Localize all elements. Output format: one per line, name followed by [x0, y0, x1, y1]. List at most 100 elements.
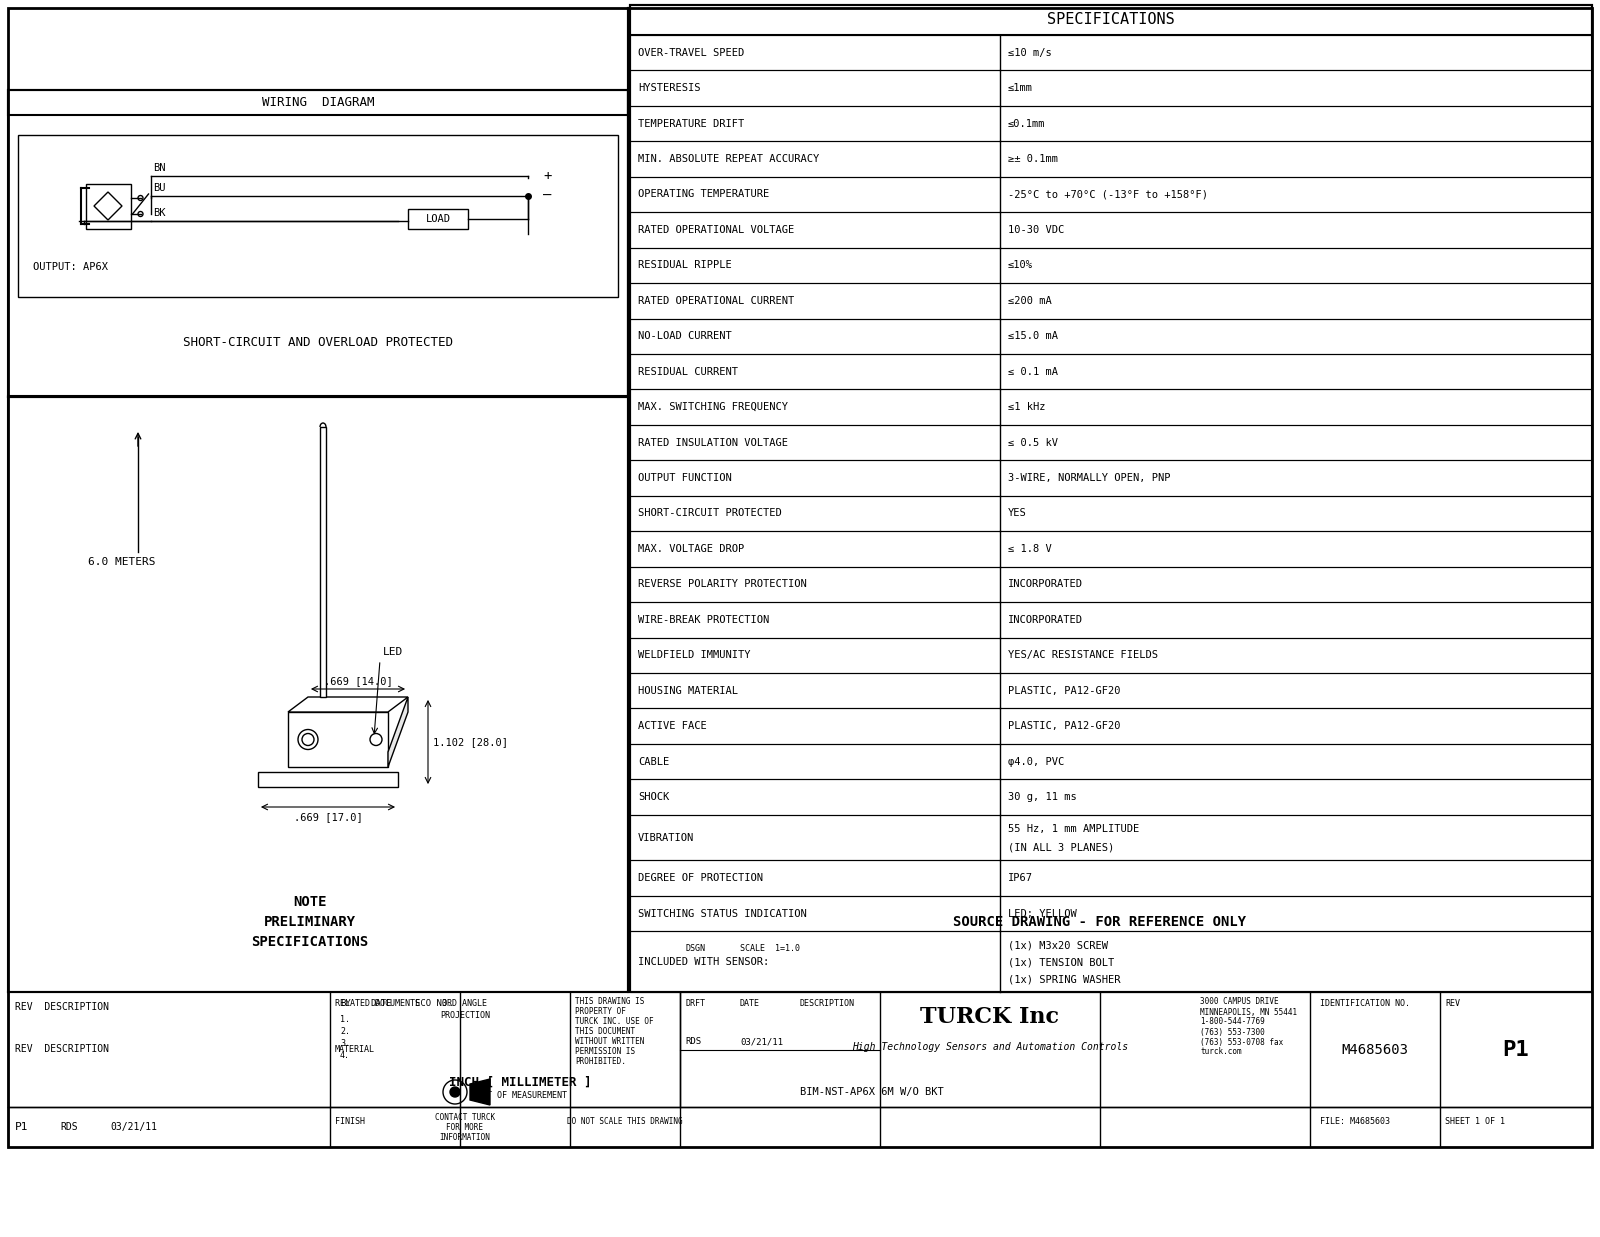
Text: DSGN: DSGN [685, 944, 706, 952]
Text: CABLE: CABLE [638, 757, 669, 767]
Text: YES/AC RESISTANCE FIELDS: YES/AC RESISTANCE FIELDS [1008, 651, 1158, 661]
Text: DEGREE OF PROTECTION: DEGREE OF PROTECTION [638, 873, 763, 883]
Text: High Technology Sensors and Automation Controls: High Technology Sensors and Automation C… [851, 1042, 1128, 1051]
Text: WITHOUT WRITTEN: WITHOUT WRITTEN [574, 1038, 645, 1047]
Text: SHORT-CIRCUIT PROTECTED: SHORT-CIRCUIT PROTECTED [638, 508, 782, 518]
Text: PLASTIC, PA12-GF20: PLASTIC, PA12-GF20 [1008, 685, 1120, 695]
Polygon shape [470, 1079, 490, 1105]
Text: CONTACT TURCK: CONTACT TURCK [435, 1112, 494, 1122]
Text: LOAD: LOAD [426, 214, 451, 224]
Text: 6.0 METERS: 6.0 METERS [88, 557, 155, 567]
Bar [630, 567, 1592, 602]
Text: turck.com: turck.com [1200, 1048, 1242, 1056]
Bar [320, 427, 326, 696]
Bar [630, 815, 1592, 861]
Circle shape [370, 734, 382, 746]
Text: 4.: 4. [339, 1051, 350, 1060]
Text: (763) 553-7300: (763) 553-7300 [1200, 1028, 1264, 1037]
Text: 1.: 1. [339, 1016, 350, 1024]
Text: 03/21/11: 03/21/11 [739, 1038, 782, 1047]
Text: MATERIAL: MATERIAL [334, 1045, 374, 1054]
Bar [630, 106, 1592, 141]
Text: .669 [17.0]: .669 [17.0] [294, 811, 362, 823]
Text: PROHIBITED.: PROHIBITED. [574, 1058, 626, 1066]
Text: NOTE: NOTE [293, 896, 326, 909]
Text: –: – [542, 189, 552, 203]
Text: HOUSING MATERIAL: HOUSING MATERIAL [638, 685, 738, 695]
Text: HYSTERESIS: HYSTERESIS [638, 83, 701, 93]
Bar [408, 209, 467, 229]
Text: .669 [14.0]: .669 [14.0] [323, 675, 392, 687]
Text: 3-WIRE, NORMALLY OPEN, PNP: 3-WIRE, NORMALLY OPEN, PNP [1008, 473, 1171, 484]
Text: 10-30 VDC: 10-30 VDC [1008, 225, 1064, 235]
Text: -25°C to +70°C (-13°F to +158°F): -25°C to +70°C (-13°F to +158°F) [1008, 189, 1208, 199]
Text: WELDFIELD IMMUNITY: WELDFIELD IMMUNITY [638, 651, 750, 661]
Text: RDS: RDS [61, 1122, 78, 1132]
Text: INCORPORATED: INCORPORATED [1008, 615, 1083, 625]
Text: P1: P1 [1502, 1039, 1530, 1060]
Text: SCALE  1=1.0: SCALE 1=1.0 [739, 944, 800, 952]
Text: REV  DESCRIPTION: REV DESCRIPTION [14, 1002, 109, 1012]
Text: MAX. SWITCHING FREQUENCY: MAX. SWITCHING FREQUENCY [638, 402, 787, 412]
Circle shape [450, 1087, 461, 1097]
Text: PRELIMINARY: PRELIMINARY [264, 915, 357, 929]
Text: 1.102 [28.0]: 1.102 [28.0] [434, 737, 509, 747]
Text: φ4.0, PVC: φ4.0, PVC [1008, 757, 1064, 767]
Text: MAX. VOLTAGE DROP: MAX. VOLTAGE DROP [638, 544, 744, 554]
Text: BIM-NST-AP6X 6M W/O BKT: BIM-NST-AP6X 6M W/O BKT [800, 1087, 944, 1097]
Bar [8, 90, 627, 115]
Text: ECO NO.: ECO NO. [414, 999, 453, 1008]
Bar [630, 931, 1592, 992]
Text: (IN ALL 3 PLANES): (IN ALL 3 PLANES) [1008, 842, 1114, 852]
Bar [8, 90, 627, 397]
Bar [630, 213, 1592, 247]
Text: DATE: DATE [739, 999, 760, 1008]
Text: DRFT: DRFT [685, 999, 706, 1008]
Text: OPERATING TEMPERATURE: OPERATING TEMPERATURE [638, 189, 770, 199]
Bar [630, 141, 1592, 177]
Text: OUTPUT FUNCTION: OUTPUT FUNCTION [638, 473, 731, 484]
Bar [630, 673, 1592, 709]
Text: DESCRIPTION: DESCRIPTION [800, 999, 854, 1008]
Text: 3.: 3. [339, 1039, 350, 1049]
Bar [630, 602, 1592, 637]
Text: BN: BN [154, 163, 166, 173]
Polygon shape [387, 696, 408, 767]
Bar [18, 135, 618, 297]
Bar [630, 319, 1592, 354]
Text: INCORPORATED: INCORPORATED [1008, 579, 1083, 589]
Bar [258, 772, 398, 787]
Text: DATE: DATE [370, 999, 392, 1008]
Text: TURCK Inc: TURCK Inc [920, 1006, 1059, 1028]
Text: THIS DRAWING IS: THIS DRAWING IS [574, 997, 645, 1007]
Text: RATED OPERATIONAL VOLTAGE: RATED OPERATIONAL VOLTAGE [638, 225, 794, 235]
Text: P1: P1 [14, 1122, 29, 1132]
Text: TURCK INC. USE OF: TURCK INC. USE OF [574, 1018, 654, 1027]
Text: ≤10 m/s: ≤10 m/s [1008, 48, 1051, 58]
Text: ≤1mm: ≤1mm [1008, 83, 1034, 93]
Text: PROPERTY OF: PROPERTY OF [574, 1007, 626, 1017]
Text: LED: LED [382, 647, 403, 657]
Text: SPECIFICATIONS: SPECIFICATIONS [251, 935, 368, 949]
Text: SPECIFICATIONS: SPECIFICATIONS [1046, 12, 1174, 27]
Text: IDENTIFICATION NO.: IDENTIFICATION NO. [1320, 999, 1410, 1008]
Text: ≤200 mA: ≤200 mA [1008, 296, 1051, 306]
Text: REVERSE POLARITY PROTECTION: REVERSE POLARITY PROTECTION [638, 579, 806, 589]
Bar [288, 713, 387, 767]
Text: RELATED DOCUMENTS: RELATED DOCUMENTS [334, 999, 419, 1008]
Text: SHOCK: SHOCK [638, 792, 669, 802]
Circle shape [443, 1080, 467, 1103]
Bar [630, 35, 1592, 71]
Text: ACTIVE FACE: ACTIVE FACE [638, 721, 707, 731]
Text: FILE: M4685603: FILE: M4685603 [1320, 1117, 1390, 1127]
Text: ≤ 0.5 kV: ≤ 0.5 kV [1008, 438, 1058, 448]
Text: YES: YES [1008, 508, 1027, 518]
Text: ≤1 kHz: ≤1 kHz [1008, 402, 1045, 412]
Text: ≤0.1mm: ≤0.1mm [1008, 119, 1045, 129]
Bar [630, 424, 1592, 460]
Text: RATED INSULATION VOLTAGE: RATED INSULATION VOLTAGE [638, 438, 787, 448]
Text: FOR MORE: FOR MORE [446, 1122, 483, 1132]
Text: TEMPERATURE DRIFT: TEMPERATURE DRIFT [638, 119, 744, 129]
Text: IP67: IP67 [1008, 873, 1034, 883]
Bar [8, 396, 627, 992]
